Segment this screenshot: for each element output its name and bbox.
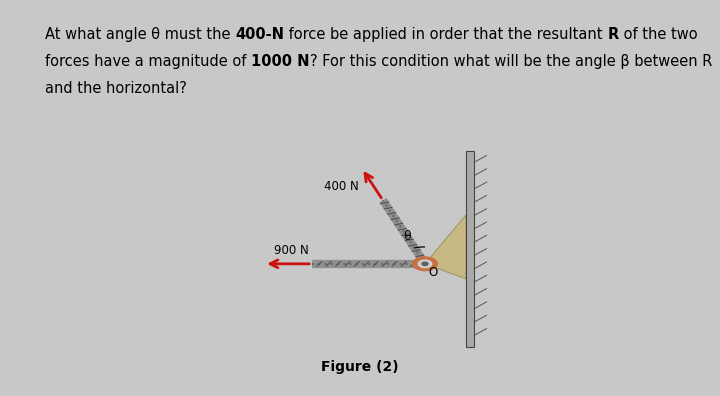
Text: R: R <box>608 27 619 42</box>
Circle shape <box>413 257 437 270</box>
Text: of the two: of the two <box>619 27 698 42</box>
Text: At what angle θ must the: At what angle θ must the <box>45 27 235 42</box>
Text: force be applied in order that the resultant: force be applied in order that the resul… <box>284 27 608 42</box>
Text: O: O <box>428 266 438 279</box>
Text: 1000 N: 1000 N <box>251 54 310 69</box>
Text: and the horizontal?: and the horizontal? <box>45 81 187 96</box>
Text: Figure (2): Figure (2) <box>321 360 399 374</box>
Text: ? For this condition what will be the angle β between R: ? For this condition what will be the an… <box>310 54 712 69</box>
Polygon shape <box>425 215 466 279</box>
Text: θ: θ <box>404 230 411 243</box>
Circle shape <box>418 260 432 268</box>
Circle shape <box>422 262 428 266</box>
Text: 900 N: 900 N <box>274 244 309 257</box>
Text: 400-N: 400-N <box>235 27 284 42</box>
Bar <box>466 151 474 346</box>
Text: forces have a magnitude of: forces have a magnitude of <box>45 54 251 69</box>
Text: 400 N: 400 N <box>324 181 359 193</box>
